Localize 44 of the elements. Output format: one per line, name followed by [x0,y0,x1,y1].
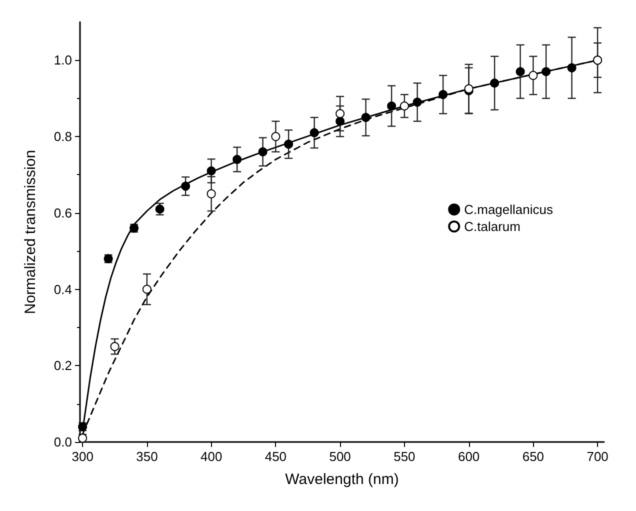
point [284,140,294,149]
x-tick-label: 450 [264,449,287,464]
point [181,182,190,191]
y-tick-label: 0.8 [54,129,72,144]
point [400,102,409,110]
x-tick-label: 400 [200,449,222,464]
point [78,434,88,443]
x-axis-title: Wavelength (nm) [285,471,399,488]
y-tick-label: 0.2 [54,358,72,374]
point [206,189,216,198]
point [258,147,268,156]
point [528,70,538,80]
x-tick-label: 550 [394,449,416,464]
point [155,204,164,214]
y-tick-label: 1.0 [54,52,72,68]
y-tick-label: 0.0 [54,434,72,450]
point [567,63,576,72]
x-tick-label: 650 [522,449,544,464]
point [110,342,120,352]
point [310,128,319,138]
x-tick-label: 600 [458,449,480,464]
point [336,109,345,118]
point [516,67,525,76]
point [412,98,422,107]
x-tick-label: 500 [329,449,351,464]
point [361,112,370,122]
point [271,132,280,142]
point [490,78,500,88]
point [206,166,216,176]
point [78,422,88,432]
x-tick-label: 300 [72,449,94,464]
point [336,116,345,126]
legend-label: C.talarum [464,219,520,234]
point [142,284,152,294]
point [438,90,448,100]
point [387,102,396,110]
legend-label: C.magellanicus [464,202,554,217]
y-tick-label: 0.4 [54,282,72,297]
y-axis-title: Normalized transmission [22,150,39,314]
x-tick-label: 350 [136,449,158,464]
x-tick-label: 700 [586,449,608,464]
y-tick-label: 0.6 [54,205,72,220]
point [542,67,551,76]
point [232,154,242,164]
